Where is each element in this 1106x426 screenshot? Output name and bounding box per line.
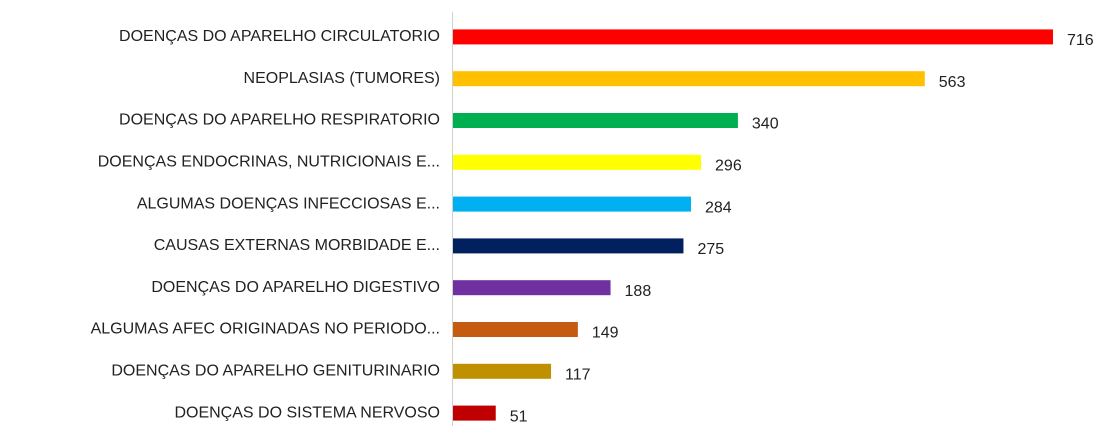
category-label: DOENÇAS DO SISTEMA NERVOSO: [174, 404, 440, 421]
value-label: 188: [625, 283, 652, 300]
value-label: 716: [1067, 32, 1094, 49]
bar: [453, 405, 496, 421]
bar: [453, 29, 1053, 45]
bar: [453, 71, 925, 87]
value-label: 284: [705, 199, 732, 216]
category-label: DOENÇAS DO APARELHO GENITURINARIO: [111, 363, 440, 380]
category-label: DOENÇAS DO APARELHO RESPIRATORIO: [119, 112, 440, 129]
bar: [453, 280, 611, 296]
category-label: CAUSAS EXTERNAS MORBIDADE E...: [154, 237, 440, 254]
category-label: ALGUMAS AFEC ORIGINADAS NO PERIODO...: [91, 321, 440, 338]
category-label: NEOPLASIAS (TUMORES): [244, 70, 440, 87]
value-label: 563: [939, 74, 966, 91]
category-label: DOENÇAS ENDOCRINAS, NUTRICIONAIS E...: [98, 154, 440, 171]
value-label: 340: [752, 116, 779, 133]
category-label: DOENÇAS DO APARELHO DIGESTIVO: [151, 279, 440, 296]
category-label: ALGUMAS DOENÇAS INFECCIOSAS E...: [137, 195, 440, 212]
category-label: DOENÇAS DO APARELHO CIRCULATORIO: [119, 28, 440, 45]
bar: [453, 196, 691, 212]
value-label: 296: [715, 158, 742, 175]
bar: [453, 113, 738, 128]
value-label: 149: [592, 325, 619, 342]
value-label: 51: [510, 408, 528, 425]
bar: [453, 238, 684, 254]
bar: [453, 322, 578, 337]
bar: [453, 363, 552, 379]
value-label: 275: [697, 241, 724, 258]
bar: [453, 154, 702, 170]
value-label: 117: [565, 367, 591, 384]
